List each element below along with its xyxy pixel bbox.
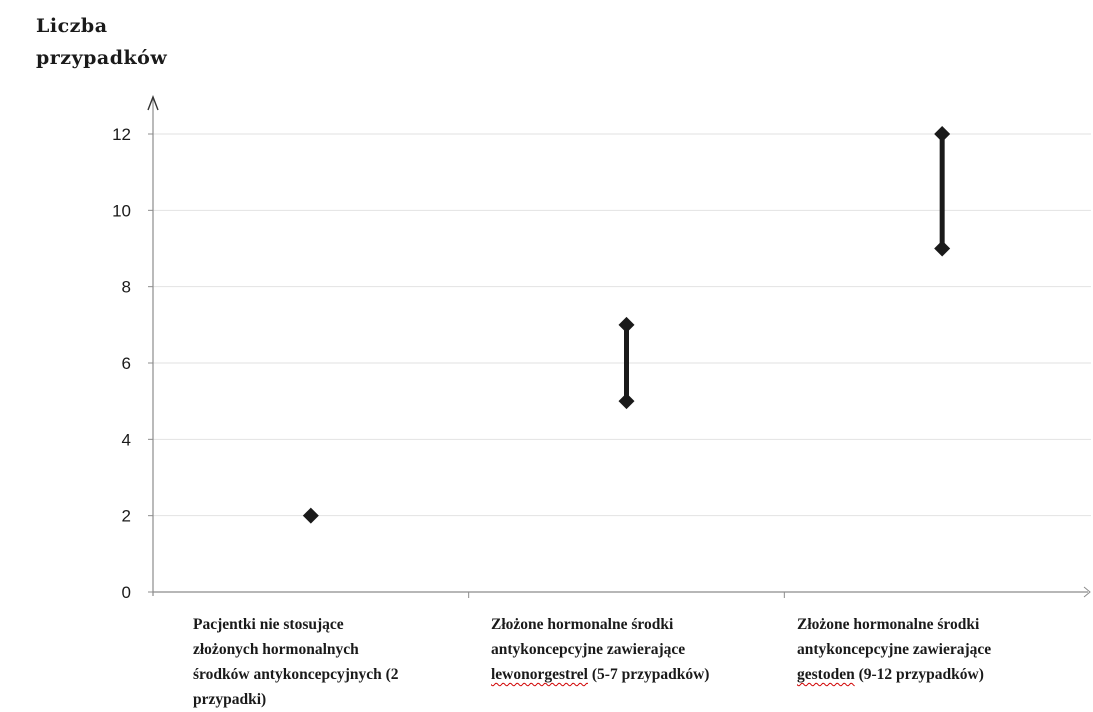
y-tick-label-10: 10 bbox=[112, 201, 131, 220]
axes bbox=[147, 95, 1091, 598]
label-rest: (9-12 przypadków) bbox=[854, 666, 984, 683]
x-category-label-1-line-4: przypadki) bbox=[193, 691, 267, 708]
y-tick-label-8: 8 bbox=[122, 278, 131, 297]
marker-high-2 bbox=[618, 316, 635, 333]
data-markers bbox=[302, 126, 951, 524]
y-axis-arrow bbox=[147, 95, 159, 111]
x-category-label-2-line-2: antykoncepcyjne zawierające bbox=[491, 641, 686, 658]
x-category-label-3: Złożone hormonalne środki antykoncepcyjn… bbox=[797, 612, 1087, 687]
marker-low-1 bbox=[302, 507, 319, 524]
x-ticks bbox=[468, 592, 785, 598]
gridlines bbox=[153, 133, 1091, 517]
y-tick-label-6: 6 bbox=[122, 354, 131, 373]
y-axis-label: Liczba przypadków bbox=[36, 10, 167, 74]
y-tick-label-0: 0 bbox=[122, 583, 131, 602]
spellcheck-word: gestoden bbox=[797, 666, 855, 683]
y-tick-label-4: 4 bbox=[122, 430, 131, 449]
marker-low-2 bbox=[618, 393, 635, 410]
y-tick-label-2: 2 bbox=[122, 507, 131, 526]
range-bars bbox=[624, 134, 945, 402]
y-axis-label-line-2: przypadków bbox=[36, 47, 168, 69]
x-category-label-2: Złożone hormonalne środki antykoncepcyjn… bbox=[491, 612, 781, 687]
y-ticks: 0 2 4 6 8 10 12 bbox=[112, 125, 153, 602]
x-category-label-3-line-2: antykoncepcyjne zawierające bbox=[797, 641, 992, 658]
x-category-label-3-line-3: gestoden (9-12 przypadków) bbox=[797, 662, 1087, 687]
x-category-label-1-line-1: Pacjentki nie stosujące bbox=[193, 616, 344, 633]
x-category-label-1: Pacjentki nie stosujące złożonych hormon… bbox=[193, 612, 453, 712]
x-category-label-2-line-1: Złożone hormonalne środki bbox=[491, 616, 674, 633]
marker-high-3 bbox=[934, 126, 951, 142]
label-rest: (5-7 przypadków) bbox=[588, 666, 710, 683]
x-category-label-2-line-3: lewonorgestrel (5-7 przypadków) bbox=[491, 662, 781, 687]
y-axis-label-line-1: Liczba bbox=[36, 15, 108, 37]
x-axis-arrow bbox=[1083, 586, 1091, 598]
x-category-label-1-line-3: środków antykoncepcyjnych (2 bbox=[193, 666, 399, 683]
marker-low-3 bbox=[934, 240, 951, 257]
y-tick-label-12: 12 bbox=[112, 125, 131, 144]
x-category-label-3-line-1: Złożone hormonalne środki bbox=[797, 616, 980, 633]
x-category-label-1-line-2: złożonych hormonalnych bbox=[193, 641, 359, 658]
spellcheck-word: lewonorgestrel bbox=[491, 666, 588, 683]
